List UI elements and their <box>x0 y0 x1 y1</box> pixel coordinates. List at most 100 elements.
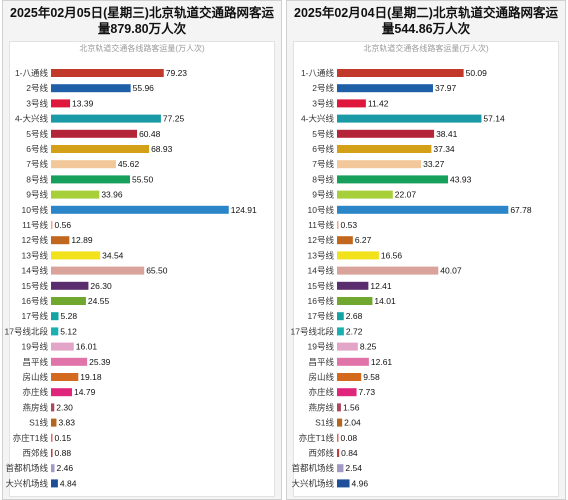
bar <box>51 342 74 351</box>
bar <box>337 449 340 457</box>
category-label: 昌平线 <box>22 357 48 367</box>
value-label: 2.72 <box>346 326 363 336</box>
bar <box>337 129 435 138</box>
value-label: 2.04 <box>344 418 361 428</box>
bar <box>51 281 89 290</box>
value-label: 14.01 <box>374 296 396 306</box>
value-label: 79.23 <box>166 68 188 78</box>
bar-chart-right: 1-八通线 50.09 2号线 37.97 3号线 11.42 4-大兴线 57.14 5号线 3… <box>291 68 532 488</box>
value-label: 2.46 <box>57 463 74 473</box>
category-label: 6号线 <box>26 144 48 154</box>
value-label: 4.84 <box>60 478 77 488</box>
value-label: 2.30 <box>56 402 73 412</box>
bar <box>337 403 341 412</box>
category-label: S1线 <box>315 418 334 428</box>
value-label: 38.41 <box>436 129 458 139</box>
bar <box>51 357 88 366</box>
value-label: 8.25 <box>360 342 377 352</box>
bar <box>337 433 339 442</box>
bar <box>51 129 138 138</box>
bar <box>51 145 150 153</box>
bar <box>337 99 366 108</box>
value-label: 24.55 <box>88 296 110 306</box>
category-label: 房山线 <box>308 372 334 382</box>
value-label: 55.96 <box>133 83 155 93</box>
category-label: 房山线 <box>22 372 48 382</box>
category-label: 8号线 <box>312 174 334 184</box>
value-label: 1.56 <box>343 402 360 412</box>
category-label: 亦庄线 <box>22 387 48 397</box>
category-label: 13号线 <box>22 250 49 260</box>
bar <box>51 175 130 184</box>
chart-panel-left: 2025年02月05日(星期三)北京轨道交通路网客运 量879.80万人次 北京… <box>2 0 282 500</box>
category-label: 8号线 <box>26 174 48 184</box>
bar <box>51 221 53 229</box>
value-label: 9.58 <box>363 372 380 382</box>
chart-title: 2025年02月05日(星期三)北京轨道交通路网客运 量879.80万人次 <box>3 5 281 37</box>
bar <box>337 251 379 260</box>
category-label: 19号线 <box>22 342 49 352</box>
bar <box>51 479 58 488</box>
bar <box>337 342 358 351</box>
bar <box>337 175 449 184</box>
bar <box>337 69 464 77</box>
category-label: 11号线 <box>308 220 334 230</box>
bar <box>51 266 145 275</box>
category-label: 15号线 <box>22 281 49 291</box>
bar <box>51 464 55 473</box>
category-label: 昌平线 <box>308 357 334 367</box>
value-label: 0.84 <box>341 448 358 458</box>
bar <box>337 205 509 214</box>
value-label: 11.42 <box>368 98 389 108</box>
category-label: 14号线 <box>22 266 49 276</box>
bar <box>337 464 344 473</box>
value-label: 67.78 <box>510 205 532 215</box>
bar <box>337 357 369 366</box>
category-label: 12号线 <box>308 235 335 245</box>
value-label: 16.56 <box>381 250 403 260</box>
bar <box>51 449 53 457</box>
category-label: 14号线 <box>308 266 335 276</box>
value-label: 16.01 <box>76 342 98 352</box>
value-label: 57.14 <box>483 114 505 124</box>
category-label: 11号线 <box>22 220 48 230</box>
category-label: 5号线 <box>26 129 48 139</box>
value-label: 4.96 <box>352 478 369 488</box>
value-label: 45.62 <box>118 159 140 169</box>
value-label: 68.93 <box>151 144 173 154</box>
value-label: 5.12 <box>60 326 77 336</box>
bar <box>51 297 86 305</box>
bar <box>51 388 73 397</box>
chart-title-line2: 量879.80万人次 <box>97 22 187 36</box>
category-label: 3号线 <box>26 98 48 108</box>
bar <box>337 266 439 275</box>
category-label: 4-大兴线 <box>301 114 335 124</box>
value-label: 7.73 <box>359 387 376 397</box>
bar-chart-left: 1-八通线 79.23 2号线 55.96 3号线 13.39 4-大兴线 77.25 5号线 6… <box>5 68 257 488</box>
category-label: 1-八通线 <box>15 68 49 78</box>
bar <box>51 205 229 214</box>
category-label: 19号线 <box>308 342 335 352</box>
category-label: 西郊线 <box>22 448 48 458</box>
bar <box>51 403 55 412</box>
bar <box>51 433 53 442</box>
bar <box>337 297 373 305</box>
value-label: 43.93 <box>450 174 472 184</box>
bar <box>337 327 344 336</box>
category-label: 7号线 <box>312 159 334 169</box>
value-label: 40.07 <box>440 266 462 276</box>
value-label: 6.27 <box>355 235 372 245</box>
value-label: 3.83 <box>58 418 75 428</box>
bar <box>51 114 161 123</box>
value-label: 33.27 <box>423 159 445 169</box>
value-label: 65.50 <box>146 266 168 276</box>
bar <box>337 281 369 290</box>
value-label: 37.97 <box>435 83 457 93</box>
value-label: 34.54 <box>102 250 124 260</box>
bar <box>51 373 79 381</box>
category-label: 燕房线 <box>22 402 48 412</box>
chart-title: 2025年02月04日(星期二)北京轨道交通路网客运 量544.86万人次 <box>287 5 565 37</box>
value-label: 14.79 <box>74 387 96 397</box>
value-label: 0.53 <box>341 220 358 230</box>
bar <box>337 160 422 169</box>
